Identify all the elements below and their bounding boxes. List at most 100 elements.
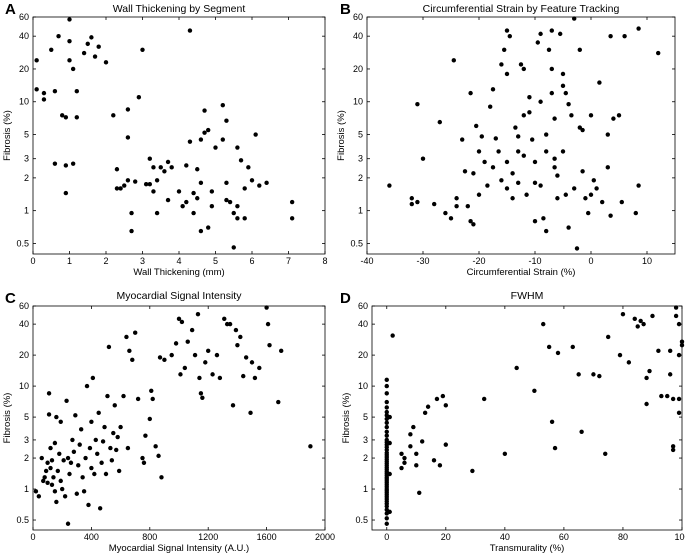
panel-letter: C xyxy=(5,290,16,307)
data-point xyxy=(516,180,521,186)
data-point xyxy=(41,478,46,484)
data-point xyxy=(580,169,585,174)
data-point xyxy=(198,228,204,234)
data-point xyxy=(597,80,602,85)
data-point xyxy=(77,442,82,447)
y-tick-label: 60 xyxy=(353,12,363,22)
data-point xyxy=(192,352,198,358)
data-point xyxy=(111,430,116,436)
data-point xyxy=(632,316,637,322)
data-point xyxy=(52,161,58,166)
data-point xyxy=(189,327,195,333)
data-point xyxy=(431,458,437,463)
y-tick-label: 20 xyxy=(358,350,368,360)
data-point xyxy=(670,396,676,402)
data-point xyxy=(415,199,420,205)
data-point xyxy=(127,348,132,354)
y-tick-label: 10 xyxy=(358,381,368,391)
data-point xyxy=(198,137,204,142)
data-point xyxy=(54,414,59,420)
data-point xyxy=(63,163,69,168)
x-tick-label: 0 xyxy=(588,256,593,266)
data-point xyxy=(420,156,426,161)
data-point xyxy=(594,186,599,191)
data-point xyxy=(147,416,152,422)
x-tick-label: 8 xyxy=(322,256,327,266)
data-point xyxy=(48,465,53,471)
data-point xyxy=(673,305,679,310)
y-tick-label: 5 xyxy=(363,412,368,422)
data-point xyxy=(60,113,65,118)
data-point xyxy=(87,445,93,451)
y-tick-label: 3 xyxy=(363,435,368,445)
data-point xyxy=(227,199,233,205)
y-tick-label: 3 xyxy=(358,154,363,164)
data-point xyxy=(409,196,414,201)
x-tick-label: 0 xyxy=(30,532,35,542)
data-point xyxy=(502,451,508,456)
data-point xyxy=(84,383,90,389)
data-point xyxy=(471,222,476,227)
data-point xyxy=(109,458,115,463)
data-point xyxy=(518,62,524,67)
data-point xyxy=(549,66,554,72)
data-point xyxy=(558,31,563,37)
data-point xyxy=(41,90,47,96)
data-point xyxy=(169,165,174,170)
data-point xyxy=(384,429,389,434)
data-point xyxy=(36,494,42,499)
data-point xyxy=(99,460,104,465)
x-tick-label: 20 xyxy=(441,532,451,542)
data-point xyxy=(63,115,69,120)
y-tick-label: 2 xyxy=(24,453,29,463)
data-point xyxy=(182,365,188,371)
y-tick-label: 60 xyxy=(358,301,368,311)
data-point xyxy=(48,445,53,451)
data-point xyxy=(100,439,106,444)
data-point xyxy=(217,375,223,381)
data-point xyxy=(580,127,585,133)
data-point xyxy=(527,95,532,100)
data-point xyxy=(73,413,78,418)
data-point xyxy=(384,424,389,430)
x-tick-label: -40 xyxy=(360,256,373,266)
x-tick-label: 800 xyxy=(142,532,157,542)
data-point xyxy=(46,391,52,396)
data-point xyxy=(549,28,554,33)
data-point xyxy=(384,377,389,383)
data-point xyxy=(57,451,62,456)
data-point xyxy=(184,163,189,168)
data-point xyxy=(387,414,392,420)
data-point xyxy=(89,465,94,471)
y-tick-label: 20 xyxy=(19,64,29,74)
data-point xyxy=(516,134,521,139)
data-point xyxy=(641,321,646,327)
plot-frame xyxy=(32,305,326,531)
y-tick-label: 3 xyxy=(24,435,29,445)
data-point xyxy=(125,135,131,140)
data-point xyxy=(200,395,205,400)
data-point xyxy=(257,183,262,188)
plot-frame xyxy=(371,305,683,531)
data-point xyxy=(210,372,215,377)
y-axis-label: Fibrosis (%) xyxy=(2,110,13,161)
data-point xyxy=(572,186,577,191)
data-point xyxy=(521,66,526,72)
data-point xyxy=(83,455,88,461)
data-point xyxy=(591,178,596,183)
data-point xyxy=(679,339,685,344)
y-tick-label: 20 xyxy=(353,64,363,74)
data-point xyxy=(173,341,179,346)
data-point xyxy=(524,192,529,197)
data-point xyxy=(62,494,68,499)
y-tick-label: 10 xyxy=(353,97,363,107)
data-point xyxy=(39,455,44,461)
data-point xyxy=(563,192,568,197)
data-point xyxy=(243,355,249,360)
x-tick-label: 4 xyxy=(176,256,181,266)
data-point xyxy=(74,88,80,94)
data-point xyxy=(527,110,532,115)
data-point xyxy=(670,444,676,449)
y-tick-label: 40 xyxy=(19,31,29,41)
